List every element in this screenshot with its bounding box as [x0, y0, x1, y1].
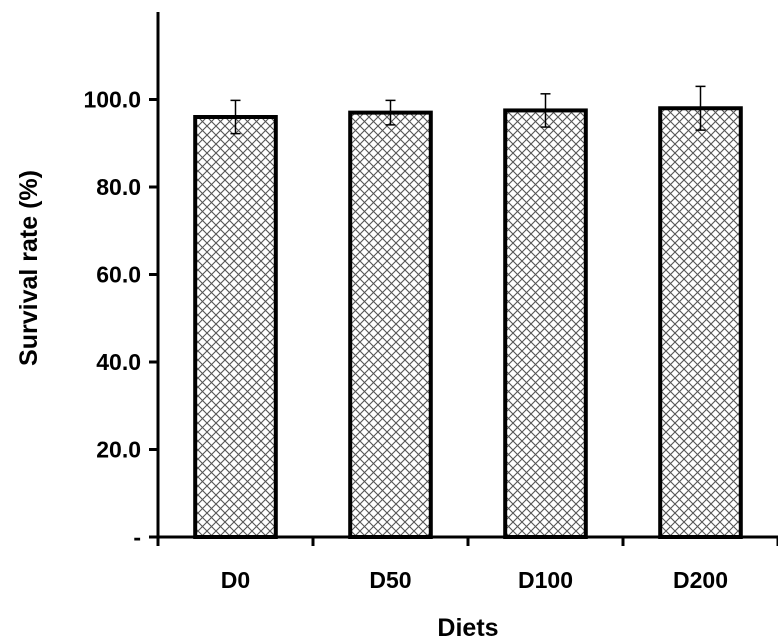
bar-d200: [658, 106, 743, 539]
x-axis-title: Diets: [437, 614, 498, 642]
y-ticks-layer: - 20.0 40.0 60.0 80.0 100.0: [83, 87, 158, 550]
error-bar-d200: [695, 85, 706, 131]
x-tick-label-d200: D200: [673, 567, 728, 593]
bar-d50: [348, 110, 433, 539]
error-bar-d100: [540, 93, 551, 128]
y-axis-title: Survival rate (%): [15, 170, 43, 366]
y-tick-label: -: [133, 524, 141, 550]
bar-d0: [193, 115, 278, 539]
y-tick-label: 60.0: [96, 262, 141, 288]
x-tick-label-d0: D0: [221, 567, 250, 593]
bar-d100: [503, 108, 588, 539]
y-tick-label: 100.0: [83, 87, 141, 113]
bars-layer: [193, 106, 743, 539]
x-ticks-layer: D0 D50 D100 D200: [156, 537, 778, 593]
y-tick-label: 40.0: [96, 349, 141, 375]
error-bar-d0: [230, 99, 241, 135]
y-tick-label: 80.0: [96, 174, 141, 200]
x-tick-label-d50: D50: [369, 567, 411, 593]
x-tick-label-d100: D100: [518, 567, 573, 593]
error-bars-layer: [230, 85, 706, 135]
error-bar-d50: [385, 99, 396, 126]
y-tick-label: 20.0: [96, 437, 141, 463]
